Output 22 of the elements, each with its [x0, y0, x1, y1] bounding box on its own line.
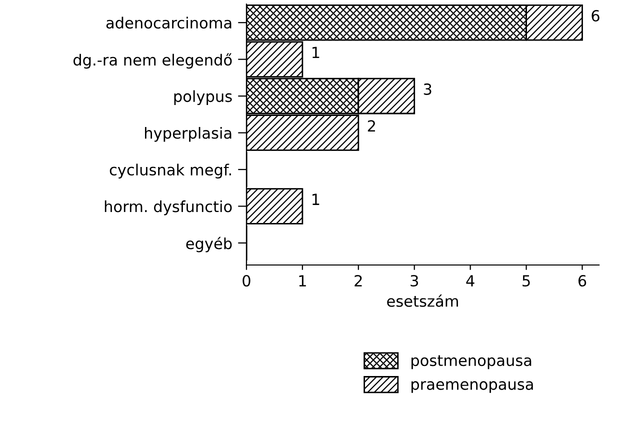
x-tick-label: 6 [578, 274, 586, 287]
y-tick-label: horm. dysfunctio [104, 200, 232, 216]
total-label: 3 [424, 83, 432, 95]
legend-label: postmenopausa [412, 355, 532, 370]
x-tick-label: 3 [410, 274, 418, 287]
x-axis-title: esetszám [387, 294, 458, 307]
x-tick-label: 1 [299, 275, 306, 286]
y-tick-label: cyclusnak megf. [110, 164, 231, 178]
total-label: 2 [368, 120, 375, 132]
x-tick-label: 2 [354, 274, 362, 286]
y-tick-label: hyperplasia [145, 126, 232, 142]
legend-label: praemenopausa [412, 381, 533, 393]
y-tick-label: dg.-ra nem elegendő [73, 53, 232, 69]
y-tick-label: polypus [174, 90, 232, 106]
total-label: 1 [312, 46, 320, 58]
x-tick-label: 4 [466, 275, 474, 286]
x-tick-label: 5 [522, 275, 530, 287]
y-tick-label: adenocarcinoma [106, 16, 232, 29]
y-tick-label: egyéb [186, 236, 232, 252]
total-label: 6 [592, 10, 600, 22]
x-tick-label: 0 [242, 274, 250, 287]
total-label: 1 [312, 194, 320, 205]
